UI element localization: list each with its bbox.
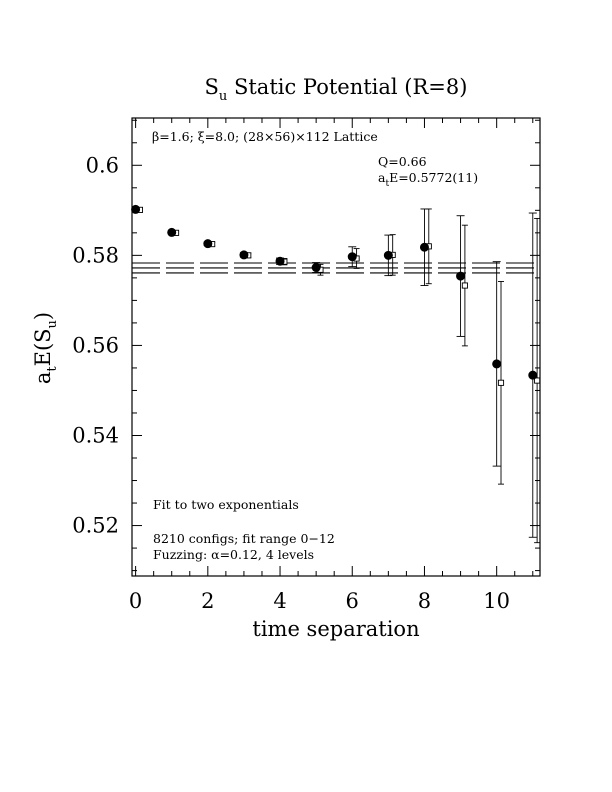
chart-title: Su Static Potential (R=8) <box>205 75 468 104</box>
annotation-q: Q=0.66 <box>378 154 427 169</box>
data-point-filled <box>311 263 321 273</box>
y-label-mid: E(S <box>31 328 55 366</box>
y-label-end: ) <box>31 312 55 320</box>
y-label-a: a <box>31 372 55 385</box>
energy-subscript: t <box>385 179 389 189</box>
data-point-open <box>461 282 468 289</box>
data-point-filled <box>528 370 538 380</box>
y-tick-label: 0.52 <box>72 514 119 538</box>
energy-rest: E=0.5772(11) <box>389 170 478 185</box>
x-tick-label: 8 <box>418 589 431 613</box>
data-point-filled <box>383 250 393 260</box>
data-point-filled <box>131 204 141 214</box>
y-tick-label: 0.56 <box>72 333 119 357</box>
series-open-squares <box>136 206 541 544</box>
y-label-u-sub: u <box>45 320 60 328</box>
axis-ticks <box>132 118 540 576</box>
series-filled-circles <box>131 204 538 538</box>
annotation-configs: 8210 configs; fit range 0−12 <box>153 531 335 546</box>
y-axis-label: atE(Su) <box>31 312 60 384</box>
data-point-open <box>534 377 541 384</box>
y-label-t-sub: t <box>45 366 60 372</box>
data-point-filled <box>347 252 357 262</box>
data-point-filled <box>275 256 285 266</box>
data-point-filled <box>456 271 466 281</box>
data-point-filled <box>239 250 249 260</box>
y-tick-label: 0.58 <box>72 243 119 267</box>
data-point-open <box>497 379 505 386</box>
data-point-filled <box>167 227 177 237</box>
y-tick-labels: 0.52 0.54 0.56 0.58 0.6 <box>72 153 119 537</box>
x-tick-label: 10 <box>483 589 510 613</box>
x-tick-labels: 0 2 4 6 8 10 <box>129 589 510 613</box>
energy-prefix: a <box>378 170 386 185</box>
plot-frame <box>131 117 541 577</box>
data-point-filled <box>492 359 502 369</box>
title-subscript: u <box>219 89 227 104</box>
fit-lines <box>132 262 540 274</box>
annotation-energy: atE=0.5772(11) <box>378 170 478 189</box>
data-point-filled <box>419 242 429 252</box>
y-tick-label: 0.54 <box>72 423 119 447</box>
data-point-filled <box>203 239 213 249</box>
x-axis-label: time separation <box>252 617 419 641</box>
x-tick-label: 6 <box>346 589 359 613</box>
y-tick-label: 0.6 <box>86 153 119 177</box>
x-tick-label: 2 <box>201 589 214 613</box>
x-tick-label: 4 <box>273 589 286 613</box>
annotation-fuzzing: Fuzzing: α=0.12, 4 levels <box>153 547 314 562</box>
annotation-lattice: β=1.6; ξ=8.0; (28×56)×112 Lattice <box>152 129 378 144</box>
annotation-fit: Fit to two exponentials <box>153 497 299 512</box>
title-main: S <box>205 75 219 99</box>
title-rest: Static Potential (R=8) <box>227 75 467 99</box>
x-tick-label: 0 <box>129 589 142 613</box>
